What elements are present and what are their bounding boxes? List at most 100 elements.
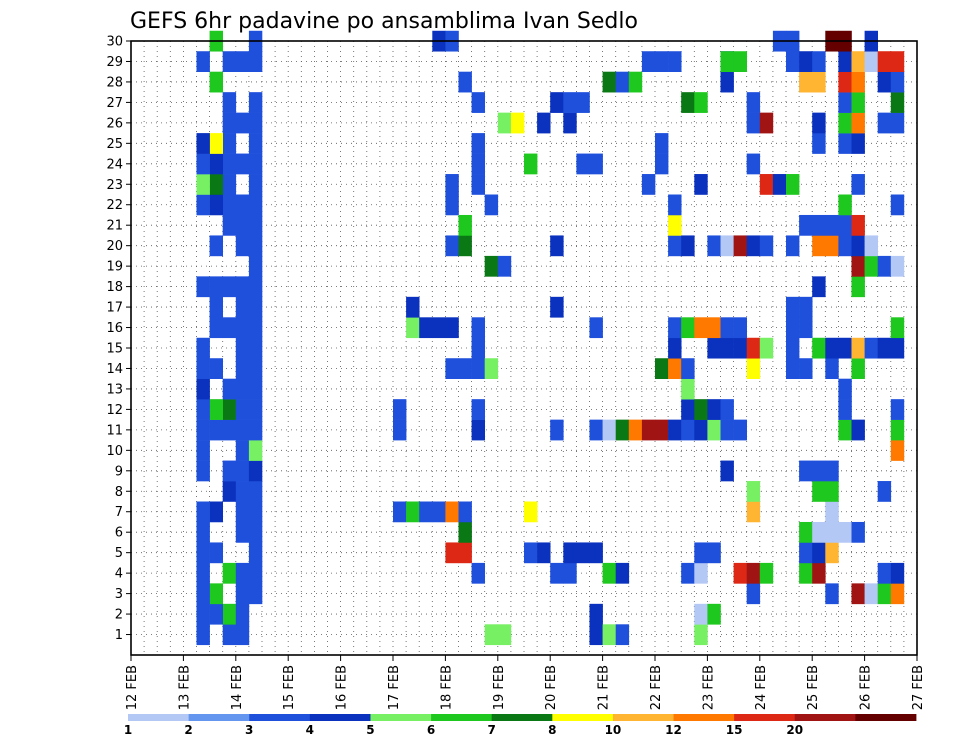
y-tick-label: 23: [106, 178, 123, 193]
data-cell: [890, 71, 905, 93]
data-cell: [864, 337, 878, 359]
y-tick-label: 24: [106, 157, 123, 172]
x-tick-label: 20 FEB: [544, 665, 559, 710]
chart-title: GEFS 6hr padavine po ansamblima Ivan Sed…: [130, 9, 638, 34]
data-cell: [235, 194, 250, 216]
data-cell: [576, 542, 590, 564]
data-cell: [668, 358, 682, 379]
data-cell: [890, 562, 905, 584]
data-cell: [248, 440, 263, 461]
data-cells: [196, 30, 905, 646]
data-cell: [668, 419, 682, 441]
x-axis: 12 FEB 13 FEB 14 FEB 15 FEB 16 FEB 17 FEB 18 F…: [125, 655, 926, 710]
data-cell: [890, 337, 905, 359]
y-tick-label: 15: [106, 342, 123, 357]
data-cell: [248, 501, 263, 523]
data-cell: [235, 51, 250, 72]
data-cell: [694, 542, 708, 564]
data-cell: [235, 440, 250, 461]
data-cell: [720, 460, 734, 482]
data-cell: [550, 296, 564, 318]
data-cell: [222, 481, 237, 502]
data-cell: [589, 542, 603, 564]
data-cell: [877, 562, 892, 584]
data-cell: [641, 174, 656, 195]
data-cell: [222, 603, 237, 625]
data-cell: [537, 542, 551, 564]
data-cell: [786, 51, 800, 72]
data-cell: [890, 440, 905, 461]
data-cell: [563, 112, 577, 134]
data-cell: [746, 481, 761, 502]
data-cell: [248, 112, 263, 134]
data-cell: [563, 92, 577, 113]
data-cell: [812, 481, 826, 502]
data-cell: [825, 481, 839, 502]
data-cell: [786, 358, 800, 379]
data-cell: [877, 481, 892, 502]
data-cell: [812, 460, 826, 482]
data-cell: [248, 358, 263, 379]
data-cell: [484, 624, 499, 646]
data-cell: [877, 337, 892, 359]
data-cell: [222, 153, 237, 175]
data-cell: [707, 542, 721, 564]
data-cell: [825, 358, 839, 379]
data-cell: [524, 501, 538, 523]
data-cell: [851, 214, 865, 236]
data-cell: [733, 419, 747, 441]
legend-label: 1: [124, 723, 132, 737]
data-cell: [799, 460, 813, 482]
x-tick-label: 27 FEB: [911, 665, 926, 710]
data-cell: [615, 562, 630, 584]
data-cell: [248, 419, 263, 441]
y-tick-label: 18: [106, 280, 123, 295]
x-tick-label: 18 FEB: [439, 665, 454, 710]
legend-swatch: [128, 714, 190, 721]
data-cell: [196, 276, 210, 298]
data-cell: [890, 399, 905, 420]
y-tick-label: 11: [106, 423, 123, 438]
legend-swatch: [309, 714, 371, 721]
data-cell: [668, 317, 682, 339]
data-cell: [877, 112, 892, 134]
data-cell: [209, 235, 223, 257]
data-cell: [209, 399, 223, 420]
legend-label: 20: [786, 723, 803, 737]
data-cell: [668, 51, 682, 72]
data-cell: [196, 603, 210, 625]
data-cell: [694, 562, 708, 584]
data-cell: [589, 317, 603, 339]
data-cell: [458, 521, 472, 543]
data-cell: [550, 92, 564, 113]
data-cell: [864, 51, 878, 72]
data-cell: [445, 358, 459, 379]
data-cell: [196, 153, 210, 175]
data-cell: [799, 358, 813, 379]
data-cell: [510, 112, 525, 134]
data-cell: [576, 92, 590, 113]
data-cell: [235, 235, 250, 257]
data-cell: [209, 71, 223, 93]
data-cell: [720, 71, 734, 93]
x-tick-label: 23 FEB: [701, 665, 716, 710]
data-cell: [222, 133, 237, 154]
data-cell: [655, 51, 669, 72]
data-cell: [222, 460, 237, 482]
data-cell: [602, 562, 616, 584]
legend-label: 15: [726, 723, 743, 737]
data-cell: [196, 460, 210, 482]
y-tick-label: 30: [106, 35, 123, 50]
data-cell: [877, 71, 892, 93]
data-cell: [851, 71, 865, 93]
y-tick-label: 6: [115, 526, 123, 541]
data-cell: [196, 440, 210, 461]
data-cell: [589, 603, 603, 625]
data-cell: [196, 521, 210, 543]
data-cell: [445, 174, 459, 195]
legend-label: 6: [427, 723, 435, 737]
data-cell: [248, 317, 263, 339]
data-cell: [825, 501, 839, 523]
data-cell: [196, 562, 210, 584]
legend-swatch: [188, 714, 250, 721]
